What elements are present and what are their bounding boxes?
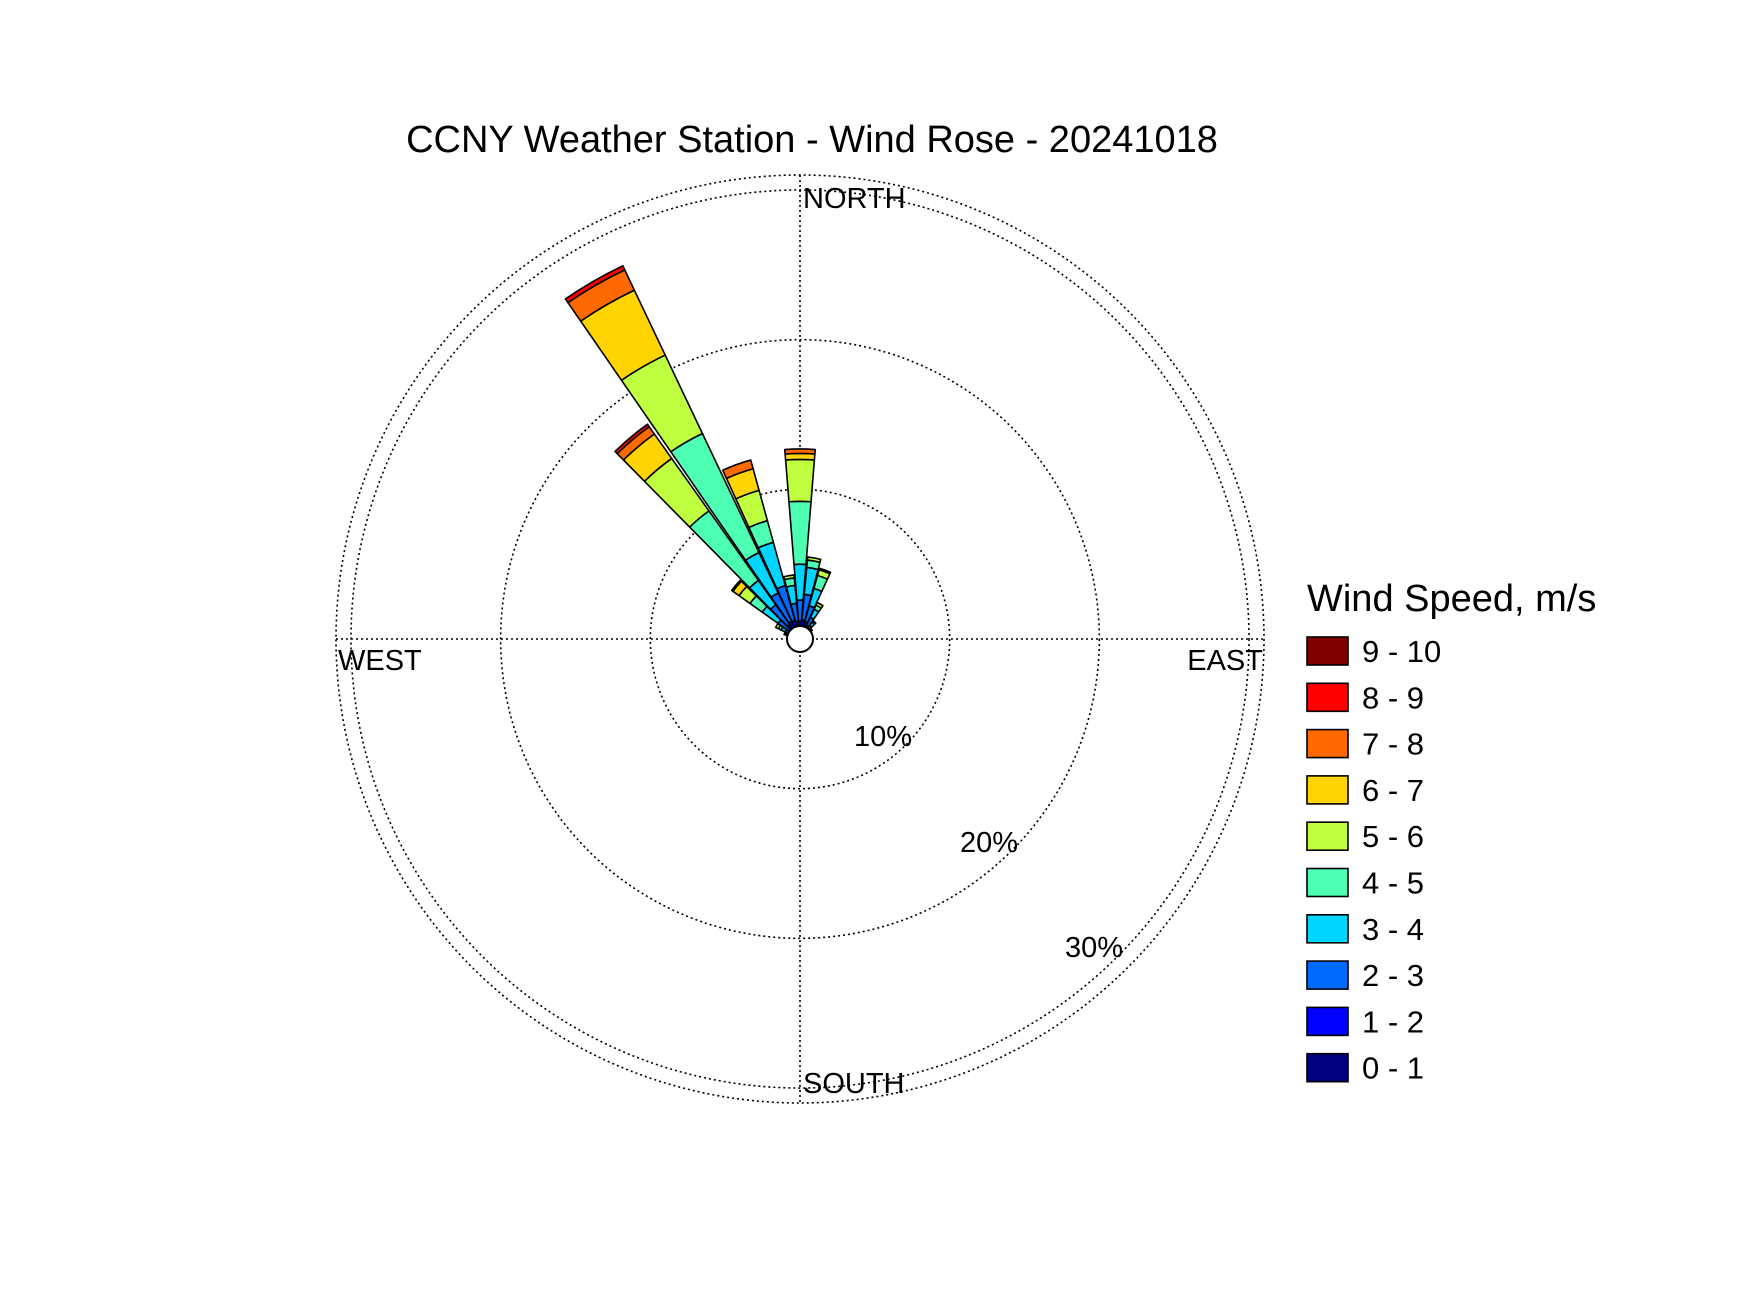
polar-grid — [335, 174, 1265, 1104]
wind-sector — [614, 423, 801, 640]
legend-label: 8 - 9 — [1362, 680, 1424, 715]
legend-item: 2 - 3 — [1306, 958, 1424, 993]
legend-swatch — [1306, 913, 1349, 944]
wind-sector-segment — [806, 556, 822, 564]
grid-ring — [350, 189, 1250, 1089]
legend-item: 6 - 7 — [1306, 773, 1424, 808]
wind-sector-segment — [815, 601, 824, 609]
legend-label: 2 - 3 — [1362, 958, 1424, 993]
wind-sector-segment — [614, 423, 650, 455]
legend-item: 1 - 2 — [1306, 1004, 1424, 1039]
wind-sector-segment — [783, 448, 817, 455]
legend-title: Wind Speed, m/s — [1307, 578, 1596, 620]
legend-label: 1 - 2 — [1362, 1004, 1424, 1039]
wind-sector — [783, 448, 817, 640]
wind-sector-segment — [788, 500, 812, 566]
legend-swatch — [1306, 960, 1349, 990]
legend-label: 5 - 6 — [1362, 819, 1424, 854]
legend-label: 0 - 1 — [1362, 1051, 1424, 1086]
legend-label: 7 - 8 — [1362, 727, 1424, 762]
radial-tick-label: 20% — [960, 827, 1018, 859]
radial-tick-label: 10% — [854, 721, 912, 753]
legend-label: 3 - 4 — [1362, 912, 1424, 947]
legend-item: 3 - 4 — [1306, 912, 1424, 947]
legend-item: 7 - 8 — [1306, 727, 1424, 762]
wind-sector — [799, 556, 822, 640]
calm-center-circle — [786, 625, 814, 653]
legend-label: 9 - 10 — [1362, 634, 1441, 669]
legend-item: 0 - 1 — [1306, 1051, 1424, 1086]
legend: Wind Speed, m/s 9 - 10 8 - 9 7 - 8 6 - 7 5 -… — [1306, 578, 1596, 1086]
legend-swatch — [1306, 821, 1349, 852]
legend-items: 9 - 10 8 - 9 7 - 8 6 - 7 5 - 6 4 - 5 3 - 4 2 - … — [1306, 634, 1441, 1086]
direction-label-east: EAST — [1187, 645, 1263, 677]
wind-sector — [564, 265, 801, 640]
legend-item: 5 - 6 — [1306, 819, 1424, 854]
legend-swatch — [1306, 682, 1349, 713]
legend-item: 4 - 5 — [1306, 866, 1424, 901]
wind-sector-segment — [811, 619, 817, 625]
legend-swatch — [1306, 636, 1349, 666]
legend-swatch — [1306, 867, 1349, 898]
wind-sectors — [564, 265, 832, 643]
legend-label: 6 - 7 — [1362, 773, 1424, 808]
wind-sector-segment — [564, 265, 626, 304]
legend-label: 4 - 5 — [1362, 866, 1424, 901]
wind-sector-segment — [818, 567, 832, 575]
wind-sector-segment — [721, 459, 754, 480]
direction-label-north: NORTH — [803, 183, 906, 215]
legend-swatch — [1306, 1052, 1349, 1083]
chart-title: CCNY Weather Station - Wind Rose - 20241… — [406, 119, 1218, 161]
wind-sector-segment — [730, 579, 743, 593]
wind-sector-segment — [784, 458, 816, 503]
radial-tick-label: 30% — [1065, 932, 1123, 964]
direction-label-south: SOUTH — [803, 1068, 905, 1100]
grid-ring — [499, 338, 1101, 940]
legend-swatch — [1306, 728, 1349, 759]
legend-swatch — [1306, 775, 1349, 805]
wind-sector-segment — [782, 574, 796, 581]
legend-item: 9 - 10 — [1306, 634, 1441, 669]
legend-swatch — [1306, 1006, 1349, 1037]
direction-label-west: WEST — [338, 645, 422, 677]
legend-item: 8 - 9 — [1306, 680, 1424, 715]
